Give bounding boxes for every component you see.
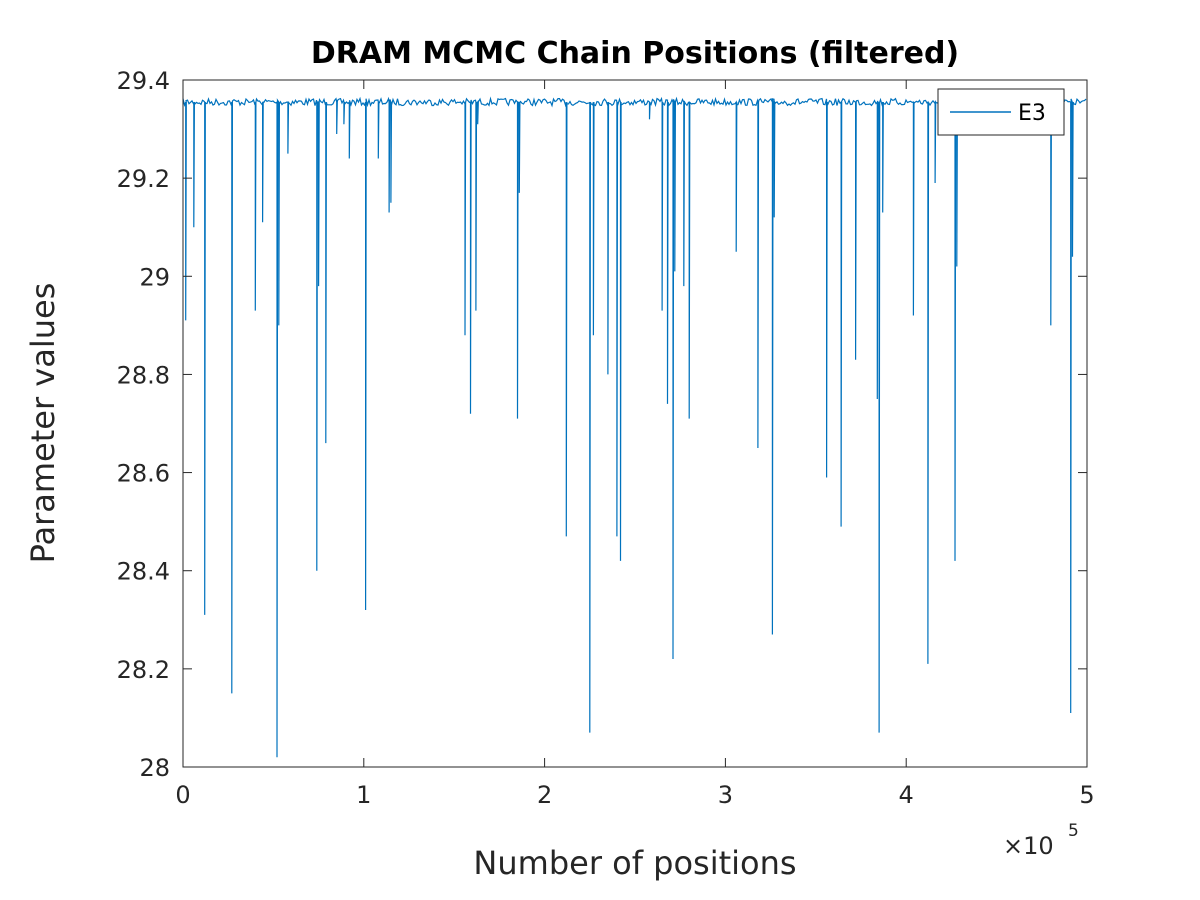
y-tick-label: 29 bbox=[139, 263, 170, 291]
x-tick-label: 0 bbox=[175, 781, 190, 809]
x-tick-label: 3 bbox=[718, 781, 733, 809]
y-tick-label: 28.4 bbox=[117, 558, 170, 586]
x-multiplier: ×10 5 bbox=[1003, 821, 1079, 860]
x-axis-label: Number of positions bbox=[473, 844, 796, 882]
x-tick-label: 4 bbox=[899, 781, 914, 809]
series-line-e3 bbox=[183, 96, 1087, 758]
x-tick-label: 1 bbox=[356, 781, 371, 809]
y-tick-label: 28 bbox=[139, 754, 170, 782]
x-multiplier-base: ×10 bbox=[1003, 832, 1054, 860]
x-multiplier-exponent: 5 bbox=[1068, 821, 1079, 841]
y-tick-label: 28.8 bbox=[117, 361, 170, 389]
x-tick-label: 5 bbox=[1079, 781, 1094, 809]
series-layer bbox=[183, 96, 1087, 758]
legend: E3 bbox=[937, 88, 1065, 136]
x-tick-label: 2 bbox=[537, 781, 552, 809]
axes-box bbox=[182, 79, 1088, 768]
ticks-layer: 0 1 2 3 4 5 28 28.2 28.4 28.6 28.8 29 29.2 29.4 bbox=[117, 67, 1095, 809]
chart-title: DRAM MCMC Chain Positions (filtered) bbox=[311, 36, 959, 71]
y-axis-label: Parameter values bbox=[24, 283, 62, 564]
y-tick-label: 29.4 bbox=[117, 67, 170, 95]
axes-layer bbox=[182, 79, 1088, 768]
plot-area bbox=[183, 80, 1087, 767]
legend-series-name: E3 bbox=[1018, 101, 1046, 126]
y-tick-label: 28.2 bbox=[117, 656, 170, 684]
y-tick-label: 28.6 bbox=[117, 460, 170, 488]
y-tick-label: 29.2 bbox=[117, 165, 170, 193]
